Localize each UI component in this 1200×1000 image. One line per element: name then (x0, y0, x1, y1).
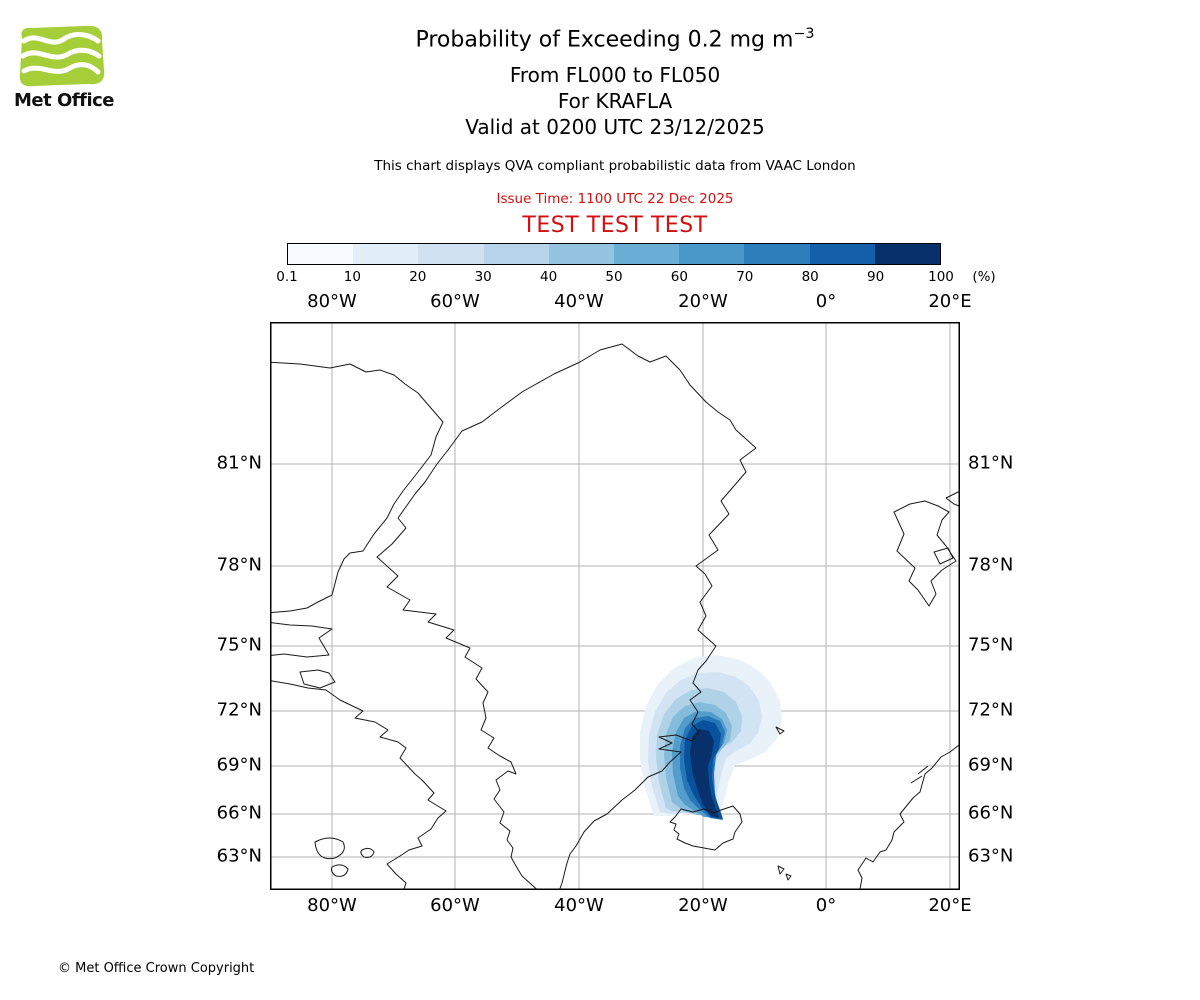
met-office-logo-icon (19, 25, 105, 87)
qva-subtitle: This chart displays QVA compliant probab… (374, 158, 856, 174)
coastline-iceland (669, 805, 743, 851)
volcano-name: For KRAFLA (557, 89, 673, 113)
colorbar-tick: 40 (540, 269, 558, 285)
colorbar-segment (418, 244, 484, 264)
colorbar-segment (548, 244, 615, 264)
valid-time: Valid at 0200 UTC 23/12/2025 (465, 115, 765, 139)
lat-label-left: 81°N (216, 452, 262, 474)
lon-label-bottom: 20°W (678, 895, 728, 916)
lofoten-islands (910, 765, 929, 784)
lat-label-right: 72°N (968, 699, 1014, 721)
lat-label-left: 72°N (216, 699, 262, 721)
plume-contour-90–100 (690, 729, 719, 818)
colorbar-segment (288, 244, 354, 264)
lat-label-left: 66°N (216, 802, 262, 824)
island-baffin-a (314, 837, 345, 860)
coastline-baffin (265, 679, 447, 896)
flight-level-range: From FL000 to FL050 (509, 63, 721, 87)
lat-label-right: 75°N (968, 634, 1014, 656)
colorbar-tick: 50 (605, 269, 623, 285)
met-office-logo: Met Office (14, 24, 115, 111)
coastline-bylot (299, 669, 336, 689)
colorbar-segment (483, 244, 549, 264)
colorbar-tick: 0.1 (276, 269, 298, 285)
colorbar (287, 243, 941, 265)
lon-label-bottom: 0° (815, 895, 837, 916)
graticule (270, 322, 960, 890)
lon-label-bottom: 60°W (430, 895, 480, 916)
lon-label-top: 40°W (554, 291, 604, 312)
page-title-exponent: −3 (793, 26, 815, 42)
test-banner: TEST TEST TEST (522, 213, 708, 238)
lat-label-left: 69°N (216, 754, 262, 776)
colorbar-segment (874, 244, 941, 264)
coastlines (265, 343, 967, 896)
colorbar-unit: (%) (972, 269, 996, 285)
lat-label-left: 78°N (216, 554, 262, 576)
lat-label-right: 69°N (968, 754, 1014, 776)
island-baffin-b (331, 864, 349, 877)
coastline-devon (265, 621, 333, 658)
lon-label-top: 20°E (928, 291, 972, 312)
coastline-jan-mayen (775, 726, 785, 735)
colorbar-tick: 60 (670, 269, 688, 285)
colorbar-segment (744, 244, 810, 264)
coastline-nordaustlandet (945, 491, 965, 509)
colorbar-segment (679, 244, 745, 264)
page-title: Probability of Exceeding 0.2 mg m−3 (30, 26, 1200, 52)
plume-group (640, 655, 782, 820)
lat-label-right: 81°N (968, 452, 1014, 474)
issue-time: Issue Time: 1100 UTC 22 Dec 2025 (496, 191, 734, 207)
map-frame (270, 322, 960, 890)
colorbar-tick: 90 (867, 269, 885, 285)
lon-label-top: 60°W (430, 291, 480, 312)
copyright-notice: © Met Office Crown Copyright (58, 961, 255, 976)
coastline-norway (857, 741, 967, 896)
coastline-edgeoya (933, 547, 954, 565)
colorbar-tick: 100 (928, 269, 954, 285)
colorbar-tick: 70 (736, 269, 754, 285)
lat-label-right: 66°N (968, 802, 1014, 824)
colorbar-tick: 20 (409, 269, 427, 285)
island-baffin-c (360, 847, 375, 858)
lat-label-left: 75°N (216, 634, 262, 656)
colorbar-segment (614, 244, 680, 264)
coastline-svalbard (893, 500, 957, 607)
lon-label-top: 20°W (678, 291, 728, 312)
page-title-text: Probability of Exceeding 0.2 mg m (415, 27, 794, 53)
colorbar-segment (809, 244, 875, 264)
faroe-islands (777, 865, 792, 881)
coastline-ellesmere (265, 361, 444, 614)
lon-label-top: 80°W (307, 291, 357, 312)
lat-label-left: 63°N (216, 845, 262, 867)
colorbar-tick: 10 (343, 269, 361, 285)
colorbar-tick: 30 (474, 269, 492, 285)
lon-label-bottom: 20°E (928, 895, 972, 916)
lon-label-top: 0° (815, 291, 837, 312)
met-office-wordmark: Met Office (14, 90, 115, 111)
lat-label-right: 63°N (968, 845, 1014, 867)
map (265, 322, 967, 896)
lon-label-bottom: 40°W (554, 895, 604, 916)
lat-label-right: 78°N (968, 554, 1014, 576)
colorbar-tick: 80 (801, 269, 819, 285)
lon-label-bottom: 80°W (307, 895, 357, 916)
colorbar-segment (353, 244, 419, 264)
map-canvas (265, 322, 967, 896)
